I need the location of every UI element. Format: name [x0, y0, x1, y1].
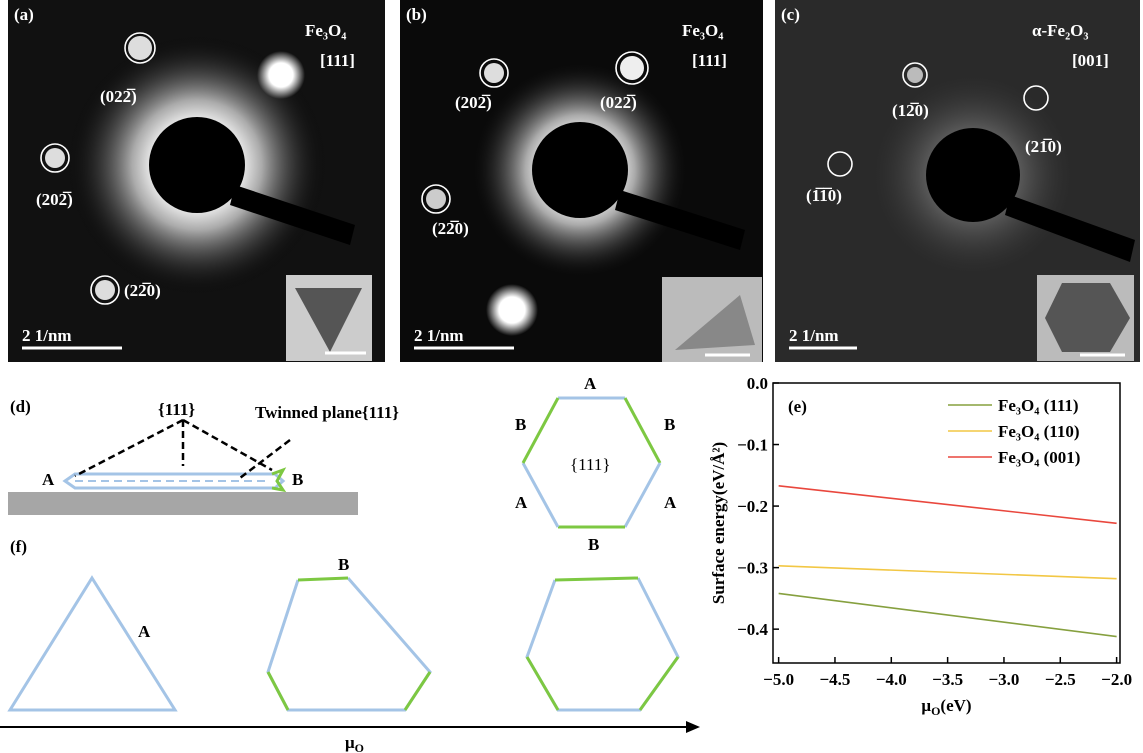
series-line — [779, 593, 1117, 636]
y-tick-label: −0.3 — [737, 559, 768, 578]
x-tick-label: −3.0 — [988, 670, 1019, 689]
spot-label: (1̅1̅0) — [806, 186, 842, 205]
x-axis-label: μO(eV) — [921, 696, 971, 718]
panel-label: (b) — [406, 5, 427, 24]
spot-label: (022̅) — [100, 87, 137, 106]
twin-label: Twinned plane{111} — [255, 403, 399, 422]
spot-label: (022̅) — [600, 93, 637, 112]
scale-bar-label: 2 1/nm — [789, 326, 839, 345]
panel-label: (a) — [14, 5, 34, 24]
spot-label: (22̅0) — [432, 219, 469, 238]
series-line — [779, 486, 1117, 524]
edge-label: B — [588, 535, 599, 554]
x-axis-label-part: (eV) — [940, 696, 971, 715]
diagram-d: (d) {111} Twinned plane{111} A B {111} A… — [8, 374, 677, 554]
x-axis-label-part: O — [931, 704, 940, 718]
chart-e: 0.0 −0.1 −0.2 −0.3 −0.4 −5.0 −4.5 −4.0 −3.5 −3.0 −… — [709, 374, 1132, 718]
panel-label: (e) — [788, 397, 807, 416]
figure: (a) Fe₃O₄ [111] (022̅) (202̅) (22̅0) 2 1… — [0, 0, 1143, 753]
panel-label: (c) — [781, 5, 800, 24]
material: α-Fe₂O₃ — [1032, 21, 1089, 40]
x-tick-label: −4.5 — [819, 670, 850, 689]
facet-label: {111} — [570, 455, 611, 474]
edge-label: B — [664, 415, 675, 434]
x-tick-label: −3.5 — [932, 670, 963, 689]
edge-label: A — [584, 374, 597, 393]
panel-c: (c) α-Fe₂O₃ [001] (12̅0) (21̅0) (1̅1̅0) … — [775, 0, 1140, 362]
y-tick-label: −0.4 — [737, 620, 768, 639]
spot-label: (22̅0) — [124, 281, 161, 300]
zone-axis: [111] — [692, 51, 727, 70]
x-tick-label: −4.0 — [876, 670, 907, 689]
x-tick-label: −2.0 — [1101, 670, 1132, 689]
edge-label: A — [138, 622, 151, 641]
edge-label: B — [292, 470, 303, 489]
axis-label-main: μ — [345, 733, 355, 752]
y-axis-label: Surface energy(eV/Å²) — [709, 442, 728, 604]
diagram-f: (f) B A μO — [0, 537, 700, 753]
panel-a: (a) Fe₃O₄ [111] (022̅) (202̅) (22̅0) 2 1… — [8, 0, 385, 362]
material: Fe₃O₄ — [682, 21, 723, 40]
x-axis-label-part: μ — [921, 696, 931, 715]
material: Fe₃O₄ — [305, 21, 346, 40]
spot-label: (12̅0) — [892, 101, 929, 120]
edge-label: B — [338, 555, 349, 574]
series-line — [779, 566, 1117, 579]
axis-label: μO — [345, 733, 364, 753]
panel-b: (b) Fe₃O₄ [111] (202̅) (022̅) (22̅0) 2 1… — [400, 0, 763, 362]
x-tick-label: −2.5 — [1045, 670, 1076, 689]
y-tick-label: −0.2 — [737, 497, 768, 516]
axis-label-sub: O — [355, 741, 364, 753]
edge-label: A — [515, 493, 528, 512]
spot-label: (202̅) — [455, 93, 492, 112]
spot-label: (21̅0) — [1025, 137, 1062, 156]
edge-label: A — [42, 470, 55, 489]
spot-label: (202̅) — [36, 190, 73, 209]
panel-label: (d) — [10, 397, 31, 416]
y-tick-label: −0.1 — [737, 436, 768, 455]
facet-label: {111} — [158, 400, 195, 419]
legend-label: Fe₃O₄ (111) — [998, 396, 1079, 415]
zone-axis: [001] — [1072, 51, 1109, 70]
y-tick-label: 0.0 — [747, 374, 768, 393]
legend-label: Fe₃O₄ (110) — [998, 422, 1079, 441]
scale-bar-label: 2 1/nm — [414, 326, 464, 345]
zone-axis: [111] — [320, 51, 355, 70]
x-tick-label: −5.0 — [763, 670, 794, 689]
scale-bar-label: 2 1/nm — [22, 326, 72, 345]
panel-label: (f) — [10, 537, 27, 556]
legend-label: Fe₃O₄ (001) — [998, 448, 1080, 467]
edge-label: B — [515, 415, 526, 434]
edge-label: A — [664, 493, 677, 512]
